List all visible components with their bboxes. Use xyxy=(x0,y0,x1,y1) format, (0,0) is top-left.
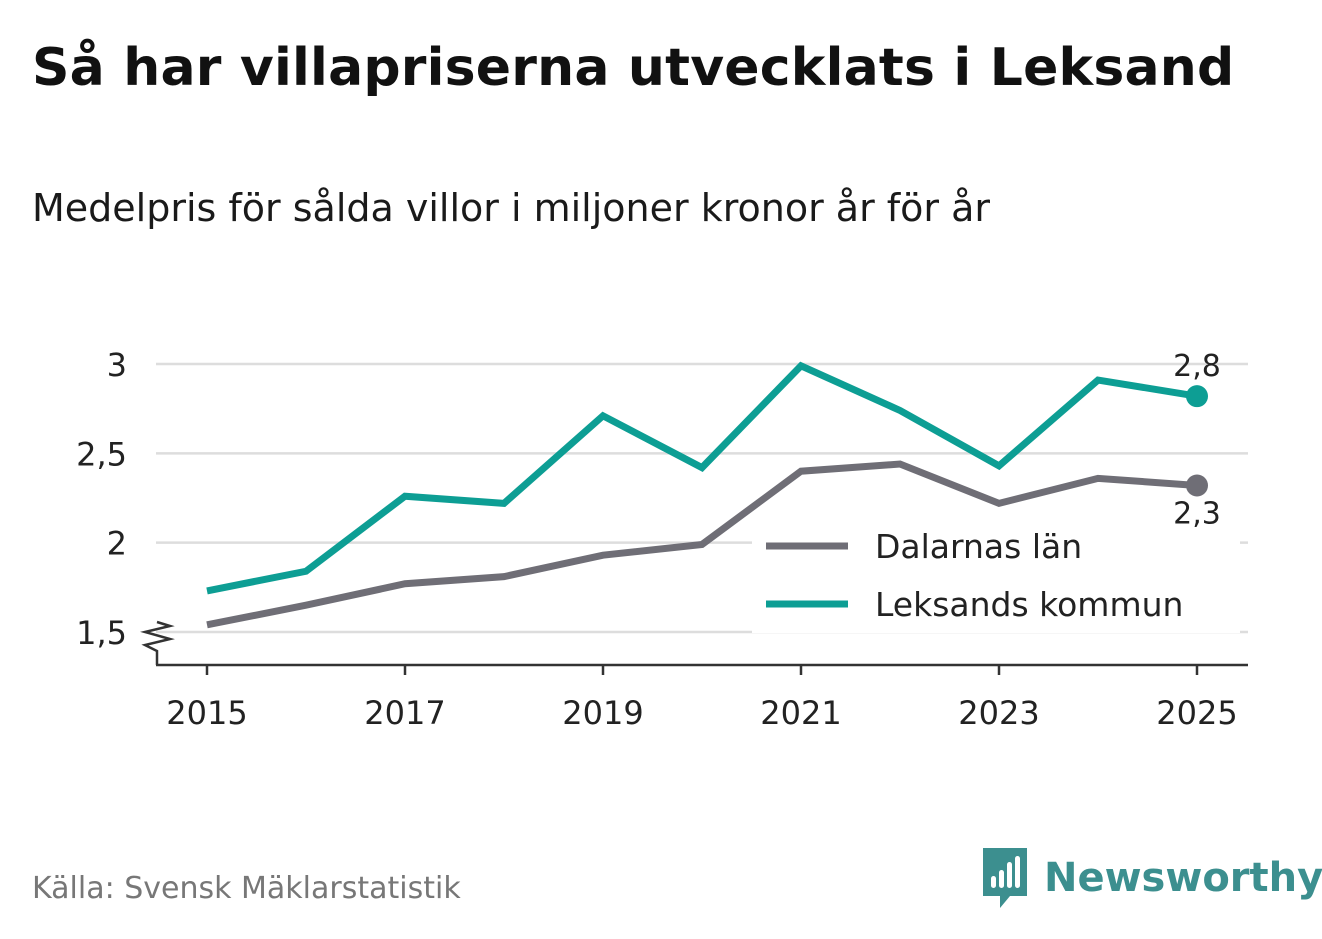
x-tick-label: 2015 xyxy=(166,694,247,732)
chart-subtitle: Medelpris för sålda villor i miljoner kr… xyxy=(32,186,991,230)
chart-title: Så har villapriserna utvecklats i Leksan… xyxy=(32,38,1235,98)
series-lines xyxy=(206,361,1208,629)
end-point-marker xyxy=(1186,385,1208,408)
y-tick-label: 2 xyxy=(107,525,127,563)
x-tick-label: 2021 xyxy=(760,694,841,732)
legend-label: Dalarnas län xyxy=(875,527,1082,566)
legend-label: Leksands kommun xyxy=(875,585,1183,624)
legend: Dalarnas län Leksands kommun xyxy=(752,515,1240,633)
x-tick-label: 2017 xyxy=(364,694,445,732)
x-tick-label: 2025 xyxy=(1156,694,1237,732)
x-tick-label: 2023 xyxy=(958,694,1039,732)
y-tick-label: 2,5 xyxy=(76,435,127,473)
y-axis-break-icon xyxy=(140,620,175,665)
brand-name: Newsworthy xyxy=(1044,855,1322,901)
series-line-leksands-kommun xyxy=(206,361,1198,595)
axes: 1,5 2 2,5 3 2015 2017 2019 2021 2023 2025 xyxy=(76,346,1248,732)
brand-logo: Newsworthy xyxy=(980,846,1322,910)
y-tick-label: 1,5 xyxy=(76,614,127,652)
end-point-marker xyxy=(1186,474,1208,497)
source-note: Källa: Svensk Mäklarstatistik xyxy=(32,871,461,906)
newsworthy-logo-icon xyxy=(983,848,1027,908)
x-tick-label: 2019 xyxy=(562,694,643,732)
end-labels: 2,8 2,3 xyxy=(1171,349,1224,534)
y-tick-label: 3 xyxy=(107,346,127,384)
end-label-leksand: 2,8 xyxy=(1173,349,1221,384)
series-line-dalarnas-län xyxy=(206,460,1198,629)
legend-background xyxy=(752,515,1240,633)
end-label-dalarna: 2,3 xyxy=(1173,496,1221,531)
